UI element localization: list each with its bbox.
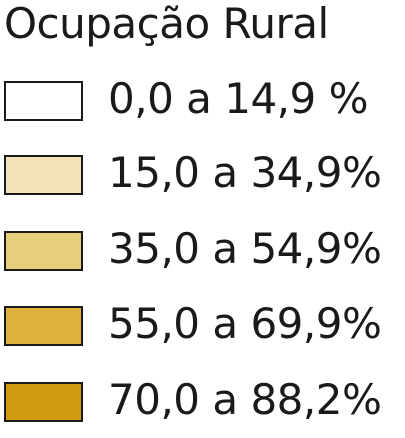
legend-swatch (4, 231, 83, 271)
legend-item: 35,0 a 54,9% (0, 224, 405, 287)
legend-item-label: 70,0 a 88,2% (108, 375, 382, 424)
legend-item-label: 35,0 a 54,9% (108, 224, 382, 273)
legend-item-label: 15,0 a 34,9% (108, 148, 382, 197)
legend-swatch (4, 81, 83, 121)
legend-swatch (4, 306, 83, 346)
legend-item: 55,0 a 69,9% (0, 299, 405, 362)
legend-item-label: 55,0 a 69,9% (108, 299, 382, 348)
legend-item: 70,0 a 88,2% (0, 375, 405, 438)
legend-item: 15,0 a 34,9% (0, 148, 405, 211)
legend-item: 0,0 a 14,9 % (0, 74, 405, 137)
legend-item-label: 0,0 a 14,9 % (108, 74, 369, 123)
legend-title: Ocupação Rural (4, 0, 329, 48)
legend-swatch (4, 382, 83, 422)
legend-swatch (4, 155, 83, 195)
